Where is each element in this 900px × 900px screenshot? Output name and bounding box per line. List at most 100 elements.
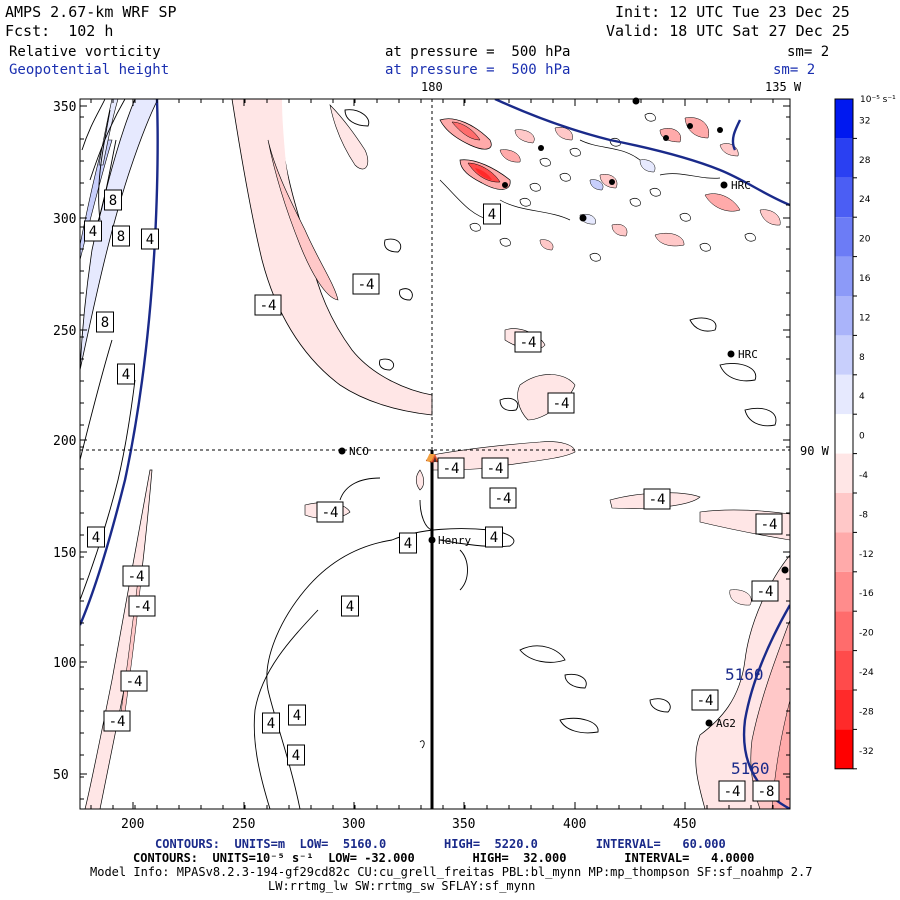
contour-label: -4 [481, 457, 509, 479]
station-dot [338, 447, 346, 455]
colorbar-swatch [835, 453, 853, 493]
colorbar-level-label: 4 [859, 392, 865, 402]
colorbar-level-label: 16 [859, 274, 871, 284]
svg-text:-4: -4 [443, 461, 460, 477]
colorbar-swatch [835, 571, 853, 612]
contour-label: -4 [751, 580, 779, 602]
colorbar-swatch [835, 650, 853, 690]
footer-height-contours: CONTOURS: UNITS=m LOW= 5160.0 HIGH= 5220… [155, 837, 726, 851]
svg-text:-4: -4 [697, 693, 714, 709]
colorbar-swatch [835, 414, 853, 454]
y-tick-label: 50 [53, 768, 69, 783]
colorbar-level-label: 8 [859, 353, 865, 363]
contour-label: 8 [112, 225, 130, 247]
colorbar-swatch [835, 177, 853, 218]
field2-name: Geopotential height [9, 62, 170, 78]
contour-label: -4 [254, 294, 282, 316]
svg-text:4: 4 [146, 232, 154, 248]
x-tick-label: 450 [673, 817, 696, 832]
svg-text:-4: -4 [724, 784, 741, 800]
colorbar-swatch [835, 335, 853, 375]
colorbar-swatch [835, 611, 853, 651]
contour-label: -4 [718, 780, 746, 802]
colorbar-level-label: -8 [859, 510, 868, 520]
x-tick-label: 200 [121, 817, 144, 832]
contour-label: 4 [341, 595, 359, 617]
contour-label: 4 [288, 704, 306, 726]
svg-text:-4: -4 [126, 674, 143, 690]
y-tick-label: 350 [53, 100, 76, 115]
contour-label: 4 [141, 228, 159, 250]
svg-text:-4: -4 [128, 569, 145, 585]
field1-name: Relative vorticity [9, 44, 161, 60]
contour-label: -4 [128, 595, 156, 617]
valid-time: Valid: 18 UTC Sat 27 Dec 25 [606, 22, 850, 40]
y-tick-label: 250 [53, 324, 76, 339]
contour-label: 8 [96, 311, 114, 333]
svg-text:4: 4 [89, 224, 97, 240]
height-contour-west [80, 99, 159, 626]
colorbar-level-label: 12 [859, 313, 870, 323]
svg-text:-4: -4 [757, 584, 774, 600]
colorbar-level-label: 20 [859, 235, 871, 245]
colorbar-swatch [835, 217, 853, 257]
svg-text:-4: -4 [260, 298, 277, 314]
contour-label: 4 [262, 712, 280, 734]
pole-marker: ⛺ [425, 449, 440, 463]
svg-text:8: 8 [101, 315, 109, 331]
colorbar-level-label: 32 [859, 116, 870, 126]
contour-label: -8 [752, 780, 780, 802]
footer-model-info: Model Info: MPASv8.2.3-194-gf29cd82c CU:… [90, 865, 813, 879]
station-label-hrc: HRC [738, 348, 758, 361]
svg-text:-4: -4 [761, 517, 778, 533]
contour-label: -4 [437, 457, 465, 479]
contour-label: -4 [755, 513, 783, 535]
height-contour-north [494, 99, 790, 207]
x-tick-label: 300 [342, 817, 365, 832]
contour-label: -4 [120, 670, 148, 692]
svg-text:-4: -4 [487, 461, 504, 477]
station-label-ag2: AG2 [716, 717, 736, 730]
colorbar-swatch [835, 256, 853, 296]
contour-label: -4 [103, 710, 131, 732]
model-title: AMPS 2.67-km WRF SP [5, 3, 177, 21]
x-tick-label: 350 [452, 817, 475, 832]
svg-text:4: 4 [404, 536, 412, 552]
lat-90w-label: 90 W [800, 444, 830, 458]
svg-text:4: 4 [92, 530, 100, 546]
x-tick-label: 400 [563, 817, 586, 832]
colorbar-level-label: 28 [859, 156, 871, 166]
init-time: Init: 12 UTC Tue 23 Dec 25 [615, 3, 850, 21]
svg-text:8: 8 [109, 193, 117, 209]
svg-text:-4: -4 [649, 492, 666, 508]
lon-180-label: 180 [421, 80, 443, 94]
height-label: 5160 [725, 665, 764, 684]
svg-text:4: 4 [490, 530, 498, 546]
contour-label: 4 [117, 363, 135, 385]
station-label-hrc-north: HRC [731, 179, 751, 192]
field1-smoothing: sm= 2 [787, 44, 830, 60]
field1-level: at pressure = 500 hPa [385, 44, 571, 60]
line-contours [80, 99, 777, 809]
svg-text:4: 4 [346, 599, 354, 615]
contour-label: 4 [483, 203, 501, 225]
svg-text:-4: -4 [358, 277, 375, 293]
contour-label: 8 [104, 189, 122, 211]
colorbar-swatch [835, 532, 853, 572]
lon-135w-label: 135 W [765, 80, 802, 94]
svg-text:-4: -4 [134, 599, 151, 615]
colorbar-level-label: 0 [859, 432, 865, 442]
colorbar-swatch [835, 493, 853, 533]
svg-text:-4: -4 [520, 335, 537, 351]
colorbar-swatch [835, 99, 853, 139]
colorbar-level-label: -16 [859, 589, 874, 599]
station-dot [705, 719, 713, 727]
y-tick-label: 300 [53, 212, 76, 227]
plot-area [80, 99, 790, 809]
colorbar-swatch [835, 138, 853, 178]
station-label-nco: NCO [349, 445, 369, 458]
colorbar-swatch [835, 374, 853, 415]
colorbar-level-label: -12 [859, 550, 874, 560]
svg-text:-8: -8 [758, 784, 775, 800]
contour-label: -4 [316, 501, 344, 523]
